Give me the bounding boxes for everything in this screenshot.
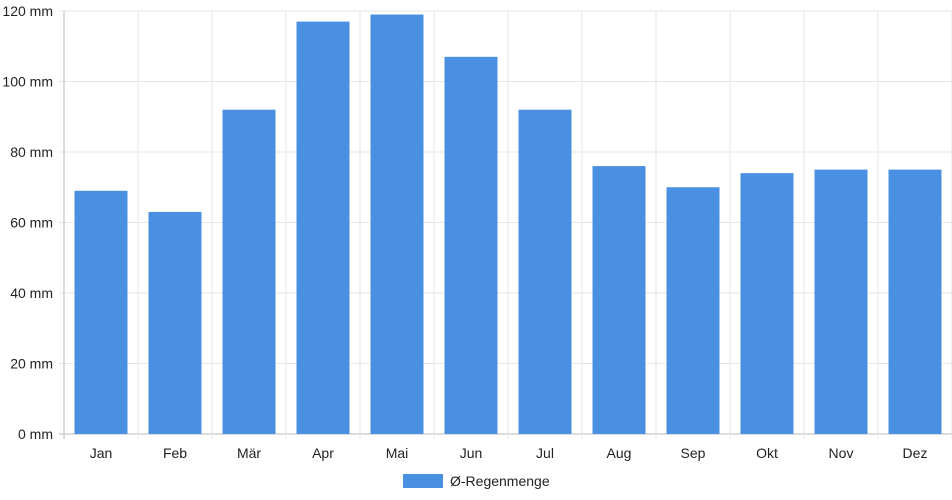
x-tick-label: Dez bbox=[903, 445, 928, 461]
x-tick-label: Feb bbox=[163, 445, 187, 461]
bar-jul[interactable] bbox=[518, 109, 572, 434]
y-tick-label: 40 mm bbox=[10, 285, 53, 301]
bar-mai[interactable] bbox=[370, 14, 424, 435]
y-tick-label: 80 mm bbox=[10, 144, 53, 160]
x-tick-label: Jun bbox=[460, 445, 483, 461]
x-tick-label: Aug bbox=[607, 445, 632, 461]
x-tick-label: Jul bbox=[536, 445, 554, 461]
x-tick-label: Okt bbox=[756, 445, 778, 461]
bar-feb[interactable] bbox=[148, 211, 202, 434]
bar-chart: 0 mm 20 mm 40 mm 60 mm 80 mm 100 mm 120 mm Jan F… bbox=[2, 3, 952, 461]
bar-dez[interactable] bbox=[888, 169, 942, 434]
x-tick-label: Nov bbox=[829, 445, 854, 461]
bar-nov[interactable] bbox=[814, 169, 868, 434]
legend-swatch bbox=[403, 474, 443, 488]
legend[interactable]: Ø-Regenmenge bbox=[403, 473, 550, 489]
axis-layer: 0 mm 20 mm 40 mm 60 mm 80 mm 100 mm 120 mm Jan F… bbox=[2, 3, 927, 461]
x-tick-label: Sep bbox=[681, 445, 706, 461]
bar-okt[interactable] bbox=[740, 173, 794, 434]
x-tick-label: Mär bbox=[237, 445, 261, 461]
grid-layer bbox=[59, 10, 952, 439]
y-tick-label: 60 mm bbox=[10, 215, 53, 231]
y-tick-label: 20 mm bbox=[10, 356, 53, 372]
bar-aug[interactable] bbox=[592, 166, 646, 434]
bars-layer bbox=[74, 14, 942, 435]
bar-jan[interactable] bbox=[74, 190, 128, 434]
y-tick-label: 100 mm bbox=[2, 74, 53, 90]
bar-apr[interactable] bbox=[296, 21, 350, 434]
bar-sep[interactable] bbox=[666, 187, 720, 434]
y-tick-label: 0 mm bbox=[18, 426, 53, 442]
x-tick-label: Mai bbox=[386, 445, 409, 461]
y-tick-label: 120 mm bbox=[2, 3, 53, 19]
bar-mär[interactable] bbox=[222, 109, 276, 434]
bar-jun[interactable] bbox=[444, 56, 498, 434]
x-tick-label: Apr bbox=[312, 445, 334, 461]
x-tick-label: Jan bbox=[90, 445, 113, 461]
legend-label: Ø-Regenmenge bbox=[450, 473, 550, 489]
